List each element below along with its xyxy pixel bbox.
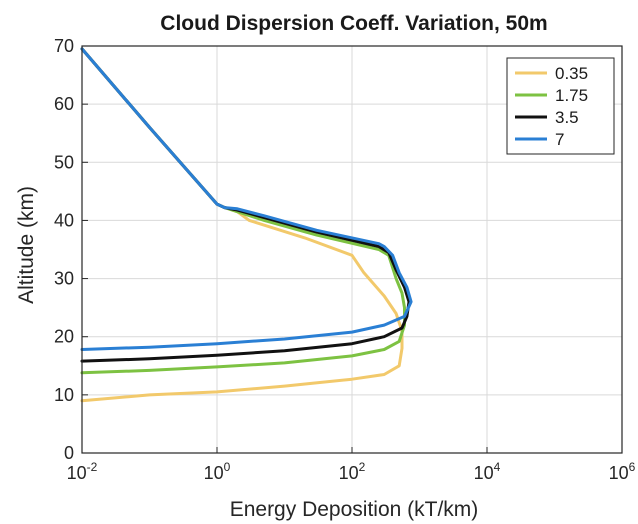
legend-label: 3.5 — [555, 108, 579, 127]
y-tick-label: 30 — [54, 269, 74, 289]
y-tick-label: 50 — [54, 152, 74, 172]
chart-title: Cloud Dispersion Coeff. Variation, 50m — [160, 12, 547, 35]
x-tick-label: 100 — [204, 460, 231, 483]
x-axis-label: Energy Deposition (kT/km) — [230, 498, 479, 521]
legend-label: 7 — [555, 130, 564, 149]
y-tick-label: 40 — [54, 210, 74, 230]
x-tick-label: 102 — [339, 460, 366, 483]
series-line-7 — [80, 47, 413, 351]
y-tick-label: 60 — [54, 94, 74, 114]
x-tick-label: 10-2 — [67, 460, 98, 483]
x-tick-label: 104 — [474, 460, 501, 483]
y-axis-ticks: 0 10 20 30 40 50 60 70 — [54, 36, 88, 463]
series-lines — [80, 47, 413, 403]
legend: 0.35 1.75 3.5 7 — [506, 57, 615, 155]
series-line-3_5 — [80, 47, 411, 363]
y-tick-label: 20 — [54, 327, 74, 347]
x-tick-label: 106 — [609, 460, 636, 483]
legend-label: 1.75 — [555, 86, 588, 105]
y-tick-label: 10 — [54, 385, 74, 405]
y-tick-label: 0 — [64, 443, 74, 463]
legend-label: 0.35 — [555, 64, 588, 83]
y-axis-label: Altitude (km) — [15, 186, 38, 304]
y-tick-label: 70 — [54, 36, 74, 56]
x-axis-ticks: 10-2 100 102 104 106 — [67, 447, 636, 483]
